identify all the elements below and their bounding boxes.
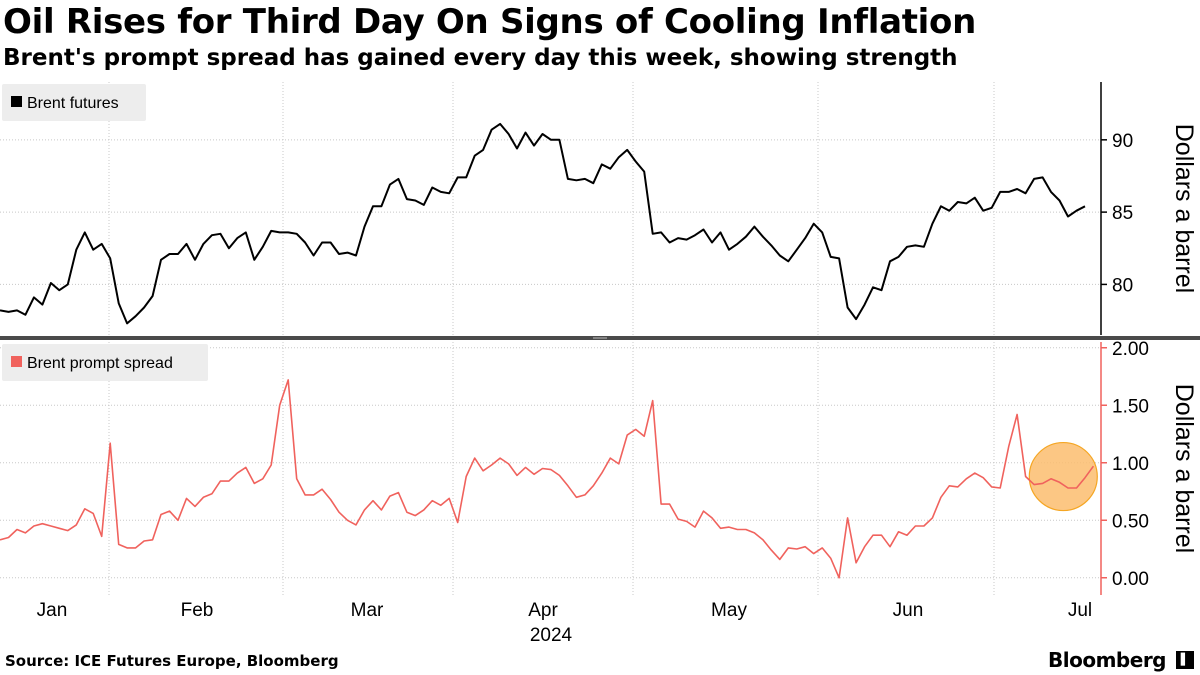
y-tick-label: 85 — [1112, 203, 1133, 224]
bloomberg-mark-icon: ▌ — [1176, 651, 1194, 669]
legend-bg — [2, 84, 146, 121]
x-tick-label: Feb — [181, 600, 214, 621]
y-tick-label: 2.00 — [1112, 339, 1149, 360]
spread-line — [0, 379, 1095, 579]
y-tick-label: 1.00 — [1112, 454, 1149, 475]
legend-label: Brent futures — [27, 95, 119, 112]
source-note: Source: ICE Futures Europe, Bloomberg — [5, 652, 339, 670]
y-tick-label: 0.00 — [1112, 569, 1149, 590]
futures-panel: 80 85 90 Dollars a barrel Brent futures — [0, 82, 1198, 335]
chart-title: Oil Rises for Third Day On Signs of Cool… — [3, 2, 976, 42]
legend-label: Brent prompt spread — [27, 355, 173, 372]
y-tick-label: 1.50 — [1112, 396, 1149, 417]
x-tick-label: Mar — [351, 600, 384, 621]
futures-line — [0, 122, 1086, 325]
legend-swatch — [11, 96, 22, 107]
y-tick-label: 0.50 — [1112, 511, 1149, 532]
y-tick-label: 80 — [1112, 275, 1133, 296]
x-tick-label: Apr — [528, 600, 558, 621]
spread-panel: 0.00 0.50 1.00 1.50 2.00 Dollars a barrel Bren… — [0, 339, 1198, 595]
x-tick-label: May — [711, 600, 747, 621]
y-tick-label: 90 — [1112, 131, 1133, 152]
x-tick-label: Jun — [893, 600, 924, 621]
y-axis-title: Dollars a barrel — [1170, 124, 1198, 294]
legend: Brent futures — [2, 84, 146, 121]
x-year-label: 2024 — [530, 625, 573, 646]
x-tick-label: Jul — [1068, 600, 1092, 621]
bloomberg-logo: Bloomberg — [1048, 648, 1166, 672]
y-axis-title: Dollars a barrel — [1170, 384, 1198, 554]
legend-swatch — [11, 356, 22, 367]
x-tick-label: Jan — [37, 600, 68, 621]
x-axis: Jan Feb Mar Apr May Jun Jul 2024 — [37, 600, 1092, 646]
legend: Brent prompt spread — [2, 344, 208, 381]
legend-bg — [2, 344, 208, 381]
chart-subtitle: Brent's prompt spread has gained every d… — [3, 45, 958, 71]
highlight-circle — [1028, 441, 1098, 512]
